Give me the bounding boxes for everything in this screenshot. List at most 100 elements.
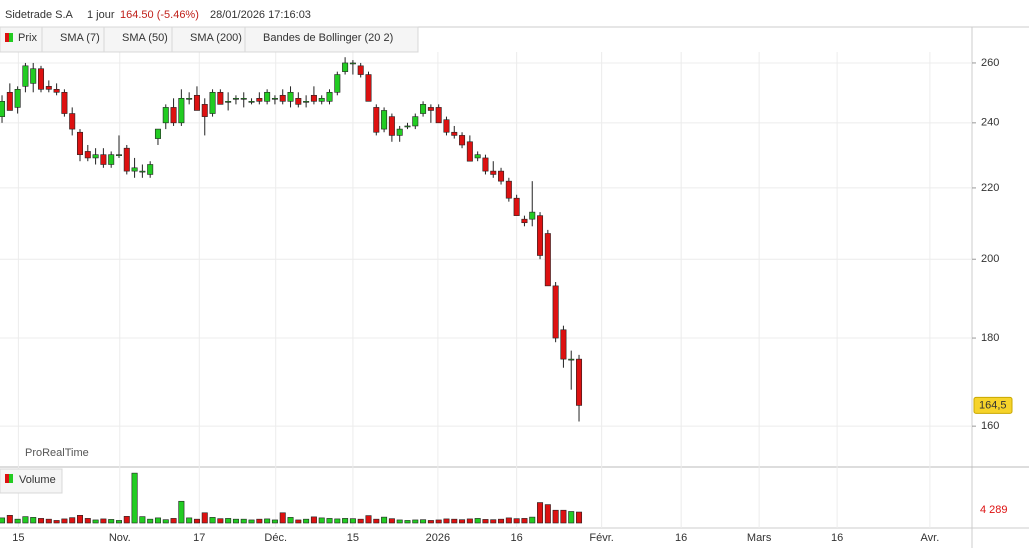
candle-body xyxy=(69,113,76,130)
toolbar-button[interactable] xyxy=(41,26,105,53)
candle-body xyxy=(45,86,52,90)
x-tick-label: 17 xyxy=(193,532,205,544)
volume-bar xyxy=(14,518,21,524)
volume-bar xyxy=(53,520,60,524)
y-tick-label: 160 xyxy=(981,420,999,432)
toolbar-button[interactable] xyxy=(244,26,419,53)
y-tick-label: 180 xyxy=(981,332,999,344)
candle-body xyxy=(170,107,177,124)
candle-body xyxy=(303,101,310,103)
x-tick-label: Mars xyxy=(747,532,772,544)
volume-bar xyxy=(529,516,536,524)
volume-bar xyxy=(334,518,341,524)
icon xyxy=(9,474,13,483)
volume-bar xyxy=(303,518,310,524)
volume-bar xyxy=(45,518,52,524)
candle-body xyxy=(264,91,271,102)
volume-bar xyxy=(482,519,489,524)
volume-bar xyxy=(576,511,583,524)
toolbar-label: SMA (7) xyxy=(60,32,100,44)
volume-bar xyxy=(381,516,388,524)
volume-bar xyxy=(108,519,115,524)
grid xyxy=(0,52,972,528)
volume-bar xyxy=(443,518,450,524)
volume-bar xyxy=(147,518,154,524)
volume-bar xyxy=(357,518,364,524)
candle-body xyxy=(123,147,130,172)
candle-body xyxy=(505,180,512,199)
volume-bar xyxy=(209,517,216,524)
candle-body xyxy=(271,98,278,100)
period: 1 jour xyxy=(87,9,115,21)
volume-bar xyxy=(170,518,177,524)
candle-body xyxy=(209,91,216,114)
x-tick-label: 2026 xyxy=(426,532,450,544)
volume-bar xyxy=(568,511,575,524)
volume-bar xyxy=(240,518,247,524)
volume-bar xyxy=(115,520,122,524)
candle-body xyxy=(6,91,13,111)
volume-bar xyxy=(287,517,294,524)
volume-bar xyxy=(264,518,271,524)
y-tick-label: 260 xyxy=(981,57,999,69)
volume-bar xyxy=(279,512,286,524)
x-tick-label: Avr. xyxy=(921,532,940,544)
volume-bar xyxy=(0,517,6,524)
volume-bar xyxy=(76,515,83,524)
candle-body xyxy=(30,68,37,84)
volume-bar xyxy=(318,517,325,524)
candle-body xyxy=(560,329,567,360)
price-change: 164.50 (-5.46%) xyxy=(120,9,199,21)
candle-body xyxy=(279,94,286,102)
candle-body xyxy=(529,211,536,220)
volume-bar xyxy=(22,516,29,524)
volume-title: Volume xyxy=(19,474,56,486)
volume-bar xyxy=(271,519,278,524)
volume-bar xyxy=(459,519,466,524)
last-volume-label: 4 289 xyxy=(980,504,1008,516)
volume-bar xyxy=(404,520,411,524)
candle-body xyxy=(388,116,395,136)
candle-body xyxy=(396,128,403,136)
candle-body xyxy=(365,74,372,102)
candle-body xyxy=(459,135,466,146)
volume-bar xyxy=(193,518,200,524)
icon xyxy=(5,474,9,483)
candle-body xyxy=(412,116,419,127)
candle-body xyxy=(295,98,302,105)
volume-bar xyxy=(186,517,193,524)
watermark: ProRealTime xyxy=(25,447,89,459)
volume-bar xyxy=(349,518,356,524)
toolbar-label: Prix xyxy=(18,32,37,44)
volume-bar xyxy=(225,518,232,524)
volume-bar xyxy=(295,519,302,524)
candle-body xyxy=(193,94,200,111)
candle-body xyxy=(14,89,21,108)
volume-bar xyxy=(61,518,68,524)
marks xyxy=(0,57,583,524)
toolbar-label: Bandes de Bollinger (20 2) xyxy=(263,32,393,44)
x-tick-label: 16 xyxy=(511,532,523,544)
volume-bar xyxy=(131,472,138,524)
volume-bar xyxy=(388,518,395,524)
volume-bar xyxy=(256,518,263,524)
stock-name: Sidetrade S.A xyxy=(5,9,74,21)
toolbar-button[interactable] xyxy=(171,26,246,53)
candle-body xyxy=(576,358,583,406)
y-tick-label: 240 xyxy=(981,117,999,129)
candle-body xyxy=(373,107,380,133)
volume-bar xyxy=(544,504,551,524)
candle-body xyxy=(537,215,544,256)
volume-bar xyxy=(123,516,130,524)
volume-bar xyxy=(474,518,481,524)
candle-body xyxy=(342,62,349,72)
candle-body xyxy=(498,170,505,182)
last-price-box xyxy=(973,396,1013,414)
candle-body xyxy=(84,151,91,159)
candle-body xyxy=(92,154,99,159)
toolbar-button[interactable] xyxy=(103,26,173,53)
candle-body xyxy=(61,91,68,114)
candle-body xyxy=(466,141,473,162)
